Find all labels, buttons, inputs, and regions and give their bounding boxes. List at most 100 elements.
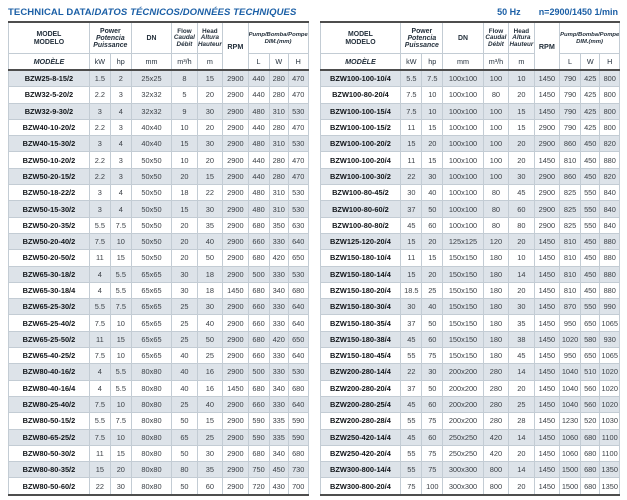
table-row: BZW65-30-18/2 4 5.5 65x65 30 18 2900 500 330 530 — [8, 265, 309, 283]
unit-mm: mm — [442, 53, 484, 71]
value-cell: 680 — [580, 444, 601, 463]
value-cell: 30 — [196, 200, 224, 218]
table-row: BZW200-280-28/4 55 75 200x200 280 28 1450 1230 5… — [319, 412, 620, 430]
value-cell: 280 — [268, 69, 289, 88]
value-cell: 38 — [508, 330, 535, 349]
value-cell: 30 — [196, 135, 224, 153]
model-cell: BZW65-25-50/2 — [8, 330, 90, 349]
value-cell: 680 — [287, 444, 309, 463]
value-cell: 10 — [109, 314, 132, 332]
unit-head: m — [196, 53, 224, 71]
value-cell: 22 — [400, 363, 423, 381]
value-cell: 840 — [599, 216, 620, 234]
value-cell: 450 — [268, 461, 289, 479]
head-header: Head Altura Hauteur — [196, 21, 224, 54]
value-cell: 20 — [109, 461, 132, 479]
value-cell: 2900 — [222, 86, 249, 104]
value-cell: 8 — [171, 69, 198, 88]
value-cell: 20 — [508, 281, 535, 300]
value-cell: 470 — [287, 86, 309, 104]
model-cell: BZW150-180-35/4 — [319, 314, 402, 332]
model-cell: BZW200-280-14/4 — [319, 363, 402, 381]
unit-kw: kW — [88, 53, 111, 71]
table-row: BZW40-15-30/2 3 4 40x40 15 30 2900 480 310 530 — [8, 135, 309, 153]
value-cell: 1450 — [533, 412, 561, 430]
value-cell: 310 — [268, 102, 289, 120]
value-cell: 1230 — [559, 412, 582, 430]
value-cell: 2900 — [533, 216, 561, 234]
right-data-table: MODEL MODELO Power Potencia Puissance DN… — [319, 21, 620, 496]
value-cell: 10 — [109, 428, 132, 446]
value-cell: 20 — [196, 86, 224, 104]
value-cell: 65x65 — [130, 298, 173, 316]
value-cell: 425 — [580, 69, 601, 88]
table-row: BZW100-80-60/2 37 50 100x100 80 60 2900 825 550 8… — [319, 200, 620, 218]
value-cell: 14 — [508, 461, 535, 479]
value-cell: 1450 — [533, 395, 561, 414]
value-cell: 20 — [508, 477, 535, 496]
value-cell: 50x50 — [130, 200, 173, 218]
value-cell: 35 — [196, 461, 224, 479]
value-cell: 2900 — [222, 330, 249, 349]
value-cell: 15 — [508, 102, 535, 120]
value-cell: 100x100 — [442, 167, 484, 186]
model-cell: BZW50-20-35/2 — [8, 216, 90, 234]
value-cell: 1450 — [222, 379, 249, 397]
value-cell: 7.5 — [88, 395, 111, 414]
value-cell: 50 — [421, 200, 444, 218]
value-cell: 50x50 — [130, 167, 173, 186]
value-cell: 55 — [400, 412, 423, 430]
table-row: BZW100-80-45/2 30 40 100x100 80 45 2900 825 550 8… — [319, 184, 620, 202]
table-row: BZW100-80-80/2 45 60 100x100 80 80 2900 825 550 8… — [319, 216, 620, 234]
value-cell: 7.5 — [109, 298, 132, 316]
dn-header: DN — [442, 21, 484, 54]
value-cell: 450 — [580, 151, 601, 169]
value-cell: 20 — [196, 151, 224, 169]
value-cell: 680 — [247, 444, 270, 463]
value-cell: 950 — [559, 347, 582, 365]
value-cell: 810 — [559, 249, 582, 267]
value-cell: 20 — [508, 135, 535, 153]
value-cell: 500 — [247, 363, 270, 381]
value-cell: 530 — [287, 363, 309, 381]
value-cell: 10 — [421, 86, 444, 104]
value-cell: 450 — [580, 265, 601, 283]
value-cell: 25 — [171, 314, 198, 332]
value-cell: 30 — [196, 444, 224, 463]
value-cell: 2900 — [222, 363, 249, 381]
value-cell: 2900 — [222, 135, 249, 153]
value-cell: 5.5 — [88, 298, 111, 316]
value-cell: 2.2 — [88, 167, 111, 186]
value-cell: 2.2 — [88, 151, 111, 169]
value-cell: 330 — [268, 265, 289, 283]
value-cell: 80x80 — [130, 428, 173, 446]
table-row: BZW300-800-14/4 55 75 300x300 800 14 1450 1500 6… — [319, 461, 620, 479]
value-cell: 30 — [196, 298, 224, 316]
value-cell: 680 — [247, 330, 270, 349]
model-cell: BZW100-80-45/2 — [319, 184, 402, 202]
model-cell: BZW150-180-10/4 — [319, 249, 402, 267]
model-cell: BZW80-65-25/2 — [8, 428, 90, 446]
model-cell: BZW200-280-20/4 — [319, 379, 402, 397]
page-title-en: TECHNICAL DATA/ — [8, 6, 95, 18]
value-cell: 180 — [482, 330, 510, 349]
value-cell: 7.5 — [88, 347, 111, 365]
head-header: Head Altura Hauteur — [508, 21, 535, 54]
value-cell: 1350 — [599, 477, 620, 496]
value-cell: 18 — [196, 265, 224, 283]
value-cell: 2900 — [222, 216, 249, 234]
value-cell: 30 — [171, 265, 198, 283]
value-cell: 1040 — [559, 379, 582, 397]
value-cell: 2 — [109, 69, 132, 88]
value-cell: 820 — [599, 135, 620, 153]
value-cell: 11 — [88, 249, 111, 267]
unit-head: m — [508, 53, 535, 71]
unit-hp: hp — [109, 53, 132, 71]
model-cell: BZW100-100-10/4 — [319, 69, 402, 88]
value-cell: 7.5 — [109, 412, 132, 430]
value-cell: 1450 — [533, 69, 561, 88]
value-cell: 480 — [247, 135, 270, 153]
right-column: 50 Hz n=2900/1450 1/min MODEL MODELO — [319, 5, 620, 496]
value-cell: 500 — [247, 265, 270, 283]
value-cell: 15 — [508, 118, 535, 137]
